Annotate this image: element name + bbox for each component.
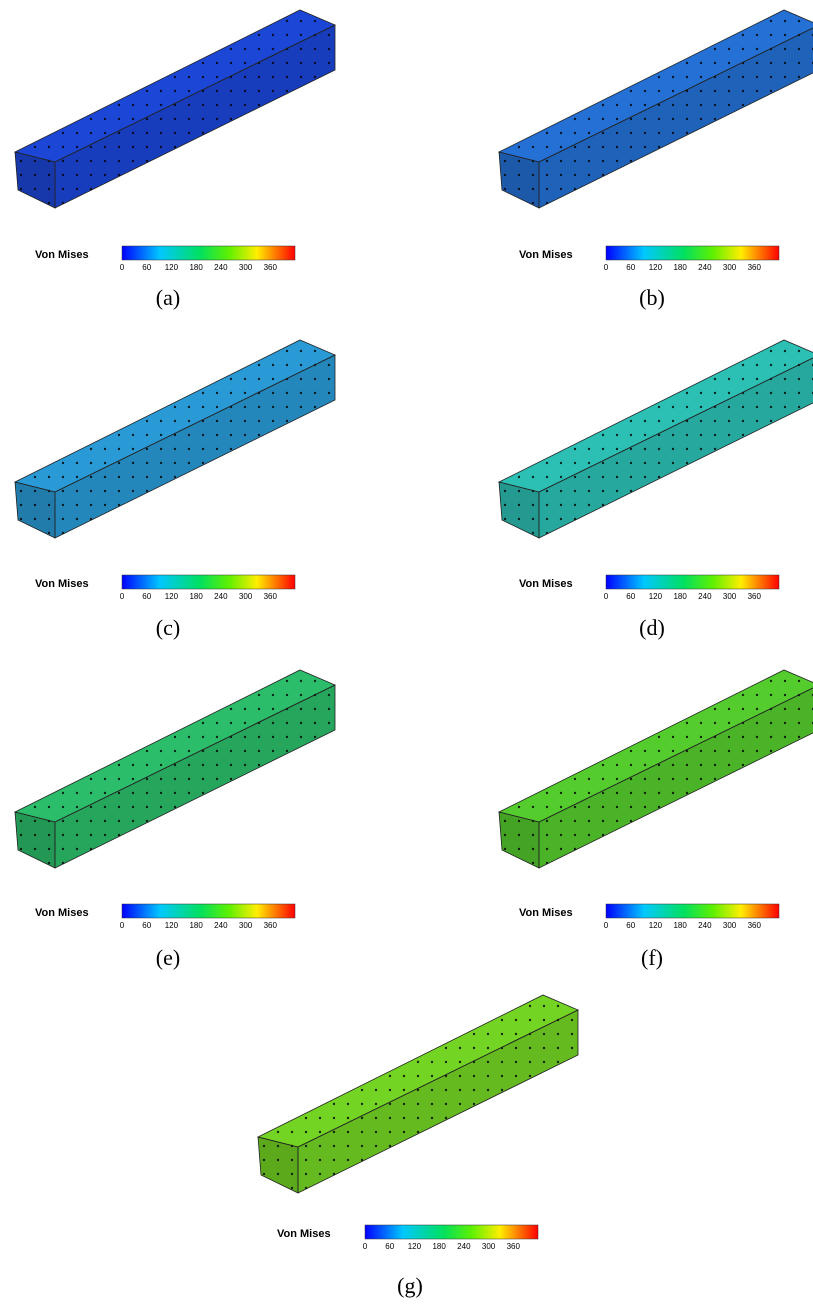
colorbar [605,903,780,919]
colorbar-tick-label: 360 [748,263,762,272]
colorbar-tick-label: 240 [214,263,228,272]
colorbar-tick-label: 60 [626,592,635,601]
colorbar-tick-label: 360 [264,263,278,272]
colorbar-tick-label: 120 [649,592,663,601]
colorbar-tick-label: 300 [239,263,253,272]
colorbar-tick-label: 180 [673,592,687,601]
colorbar-tick-label: 240 [214,921,228,930]
beam-nodes [14,481,56,539]
colorbar-tick-label: 0 [120,263,125,272]
colorbar-tick-label: 360 [264,592,278,601]
colorbar-tick-label: 300 [723,592,737,601]
panel-caption: (e) [156,945,180,970]
colorbar-tick-label: 240 [214,592,228,601]
colorbar-title: Von Mises [35,249,89,261]
panel [13,9,336,209]
colorbar-tick-label: 180 [189,921,203,930]
colorbar-tick-label: 0 [120,592,125,601]
panel [13,669,336,869]
panel-caption: (g) [397,1273,423,1298]
beam-nodes [498,151,540,209]
colorbar-tick-label: 60 [385,1242,394,1251]
colorbar-tick-label: 300 [482,1242,496,1251]
colorbar-tick-label: 180 [189,592,203,601]
panel [497,9,813,209]
colorbar-tick-label: 120 [165,921,179,930]
colorbar-tick-label: 60 [142,921,151,930]
colorbar-title: Von Mises [519,249,573,261]
colorbar-tick-label: 240 [698,592,712,601]
colorbar-tick-label: 300 [239,921,253,930]
colorbar [121,245,296,261]
colorbar [121,903,296,919]
colorbar-tick-label: 360 [748,921,762,930]
colorbar-title: Von Mises [35,578,89,590]
colorbar-tick-label: 0 [604,263,609,272]
colorbar-tick-label: 60 [626,263,635,272]
colorbar-tick-label: 0 [604,592,609,601]
panel-caption: (c) [156,615,180,640]
beam-nodes [498,811,540,869]
panel [497,669,813,869]
panel-caption: (a) [156,285,180,310]
colorbar-tick-label: 120 [649,921,663,930]
colorbar-tick-label: 0 [120,921,125,930]
colorbar-tick-label: 300 [239,592,253,601]
colorbar-tick-label: 60 [142,263,151,272]
colorbar-tick-label: 0 [363,1242,368,1251]
beam-nodes [14,151,56,209]
panel [497,339,813,539]
colorbar-tick-label: 60 [142,592,151,601]
panel-caption: (b) [639,285,665,310]
colorbar-tick-label: 120 [649,263,663,272]
colorbar [605,245,780,261]
colorbar-tick-label: 180 [673,263,687,272]
colorbar-tick-label: 120 [408,1242,422,1251]
beam-nodes [257,1136,299,1194]
colorbar-tick-label: 240 [457,1242,471,1251]
colorbar-tick-label: 120 [165,592,179,601]
panel-caption: (d) [639,615,665,640]
colorbar-tick-label: 360 [748,592,762,601]
beam-nodes [14,811,56,869]
panel [13,339,336,539]
beam-nodes [498,481,540,539]
colorbar-tick-label: 240 [698,263,712,272]
colorbar-tick-label: 360 [264,921,278,930]
colorbar-tick-label: 240 [698,921,712,930]
panel [256,994,579,1194]
colorbar-tick-label: 120 [165,263,179,272]
colorbar-title: Von Mises [277,1228,331,1240]
colorbar-tick-label: 180 [432,1242,446,1251]
colorbar [364,1224,539,1240]
panel-caption: (f) [641,945,663,970]
colorbar [605,574,780,590]
colorbar-title: Von Mises [519,578,573,590]
colorbar-tick-label: 0 [604,921,609,930]
colorbar-tick-label: 300 [723,263,737,272]
colorbar-tick-label: 180 [673,921,687,930]
colorbar-tick-label: 60 [626,921,635,930]
colorbar-title: Von Mises [35,907,89,919]
colorbar-tick-label: 180 [189,263,203,272]
colorbar [121,574,296,590]
colorbar-title: Von Mises [519,907,573,919]
colorbar-tick-label: 360 [507,1242,521,1251]
colorbar-tick-label: 300 [723,921,737,930]
